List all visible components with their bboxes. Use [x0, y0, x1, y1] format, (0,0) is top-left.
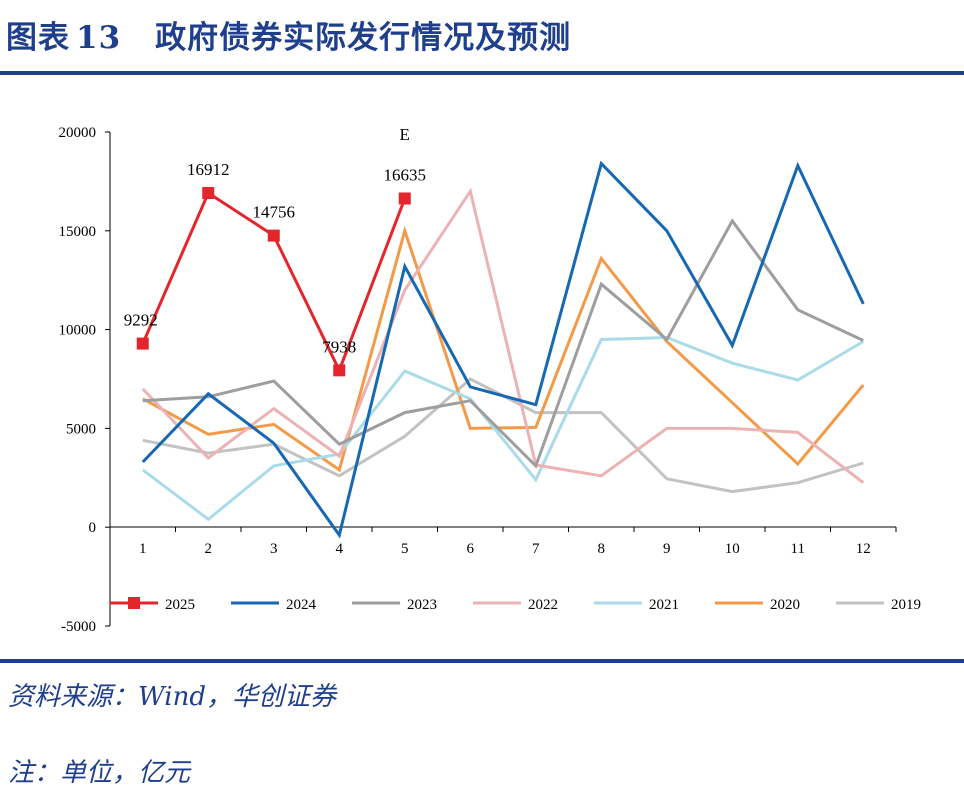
legend-label-2019: 2019 — [891, 597, 921, 613]
data-point-2025 — [136, 337, 149, 350]
forecast-annotation: E — [400, 125, 410, 144]
legend-marker-2025 — [128, 597, 140, 609]
legend-label-2023: 2023 — [407, 597, 437, 613]
figure-title: 图表 13 政府债券实际发行情况及预测 — [6, 12, 571, 57]
chart-legend: 2025 2024 2023 2022 2021 2020 2019 — [110, 597, 921, 613]
x-tick-label: 7 — [532, 541, 540, 557]
data-point-2025 — [202, 187, 215, 200]
x-tick-label: 3 — [270, 541, 278, 557]
bottom-divider — [0, 659, 964, 663]
legend-label-2021: 2021 — [649, 597, 679, 613]
y-tick-label: -5000 — [61, 619, 96, 635]
y-tick-label: 10000 — [59, 323, 97, 339]
x-tick-label: 11 — [791, 541, 805, 557]
x-tick-label: 9 — [663, 541, 671, 557]
data-point-2025 — [398, 192, 411, 205]
legend-label-2024: 2024 — [286, 597, 317, 613]
x-tick-label: 4 — [336, 541, 344, 557]
x-tick-label: 12 — [856, 541, 871, 557]
data-label: 14756 — [253, 203, 296, 222]
series-line-2022 — [141, 187, 865, 484]
data-point-2025 — [333, 364, 346, 377]
y-tick-label: 5000 — [66, 421, 96, 437]
y-tick-label: 15000 — [59, 224, 97, 240]
data-label: 16635 — [384, 165, 427, 184]
figure-number: 13 — [76, 20, 122, 56]
x-tick-label: 10 — [725, 541, 740, 557]
x-tick-label: 1 — [139, 541, 147, 557]
x-tick-label: 5 — [401, 541, 409, 557]
series-line-2021 — [141, 335, 865, 522]
data-label: 9292 — [124, 311, 158, 330]
series-line-2020 — [142, 225, 865, 473]
chart-data-labels: 9292 16912 14756 7938 16635 E — [124, 125, 426, 356]
data-label: 16912 — [187, 160, 230, 179]
x-tick-label: 2 — [205, 541, 213, 557]
unit-note: 注：单位，亿元 — [8, 758, 191, 788]
data-label: 7938 — [322, 337, 356, 356]
legend-label-2025: 2025 — [165, 597, 195, 613]
data-point-2025 — [267, 229, 280, 242]
figure-prefix: 图表 — [6, 20, 70, 56]
series-line-2023 — [142, 218, 864, 469]
series-line-2024 — [141, 160, 865, 539]
legend-label-2022: 2022 — [528, 597, 558, 613]
legend-label-2020: 2020 — [770, 597, 800, 613]
x-tick-label: 8 — [598, 541, 606, 557]
x-tick-label: 6 — [467, 541, 475, 557]
figure-title-text: 政府债券实际发行情况及预测 — [155, 20, 572, 56]
y-tick-label: 0 — [89, 520, 97, 536]
top-divider — [0, 71, 964, 75]
chart-series — [136, 160, 865, 539]
y-tick-label: 20000 — [59, 125, 97, 141]
source-note: 资料来源：Wind，华创证券 — [8, 682, 336, 712]
